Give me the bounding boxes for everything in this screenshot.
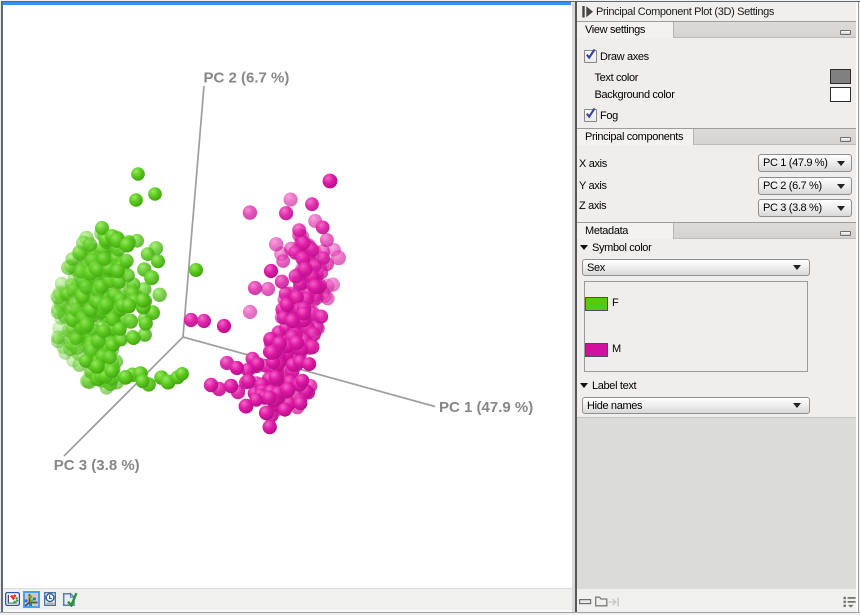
svg-text:PC 2 (6.7 %): PC 2 (6.7 %) bbox=[204, 70, 290, 87]
svg-text:PC 3 (3.8 %): PC 3 (3.8 %) bbox=[54, 457, 140, 474]
svg-text:PC 1 (47.9 %): PC 1 (47.9 %) bbox=[439, 399, 533, 416]
